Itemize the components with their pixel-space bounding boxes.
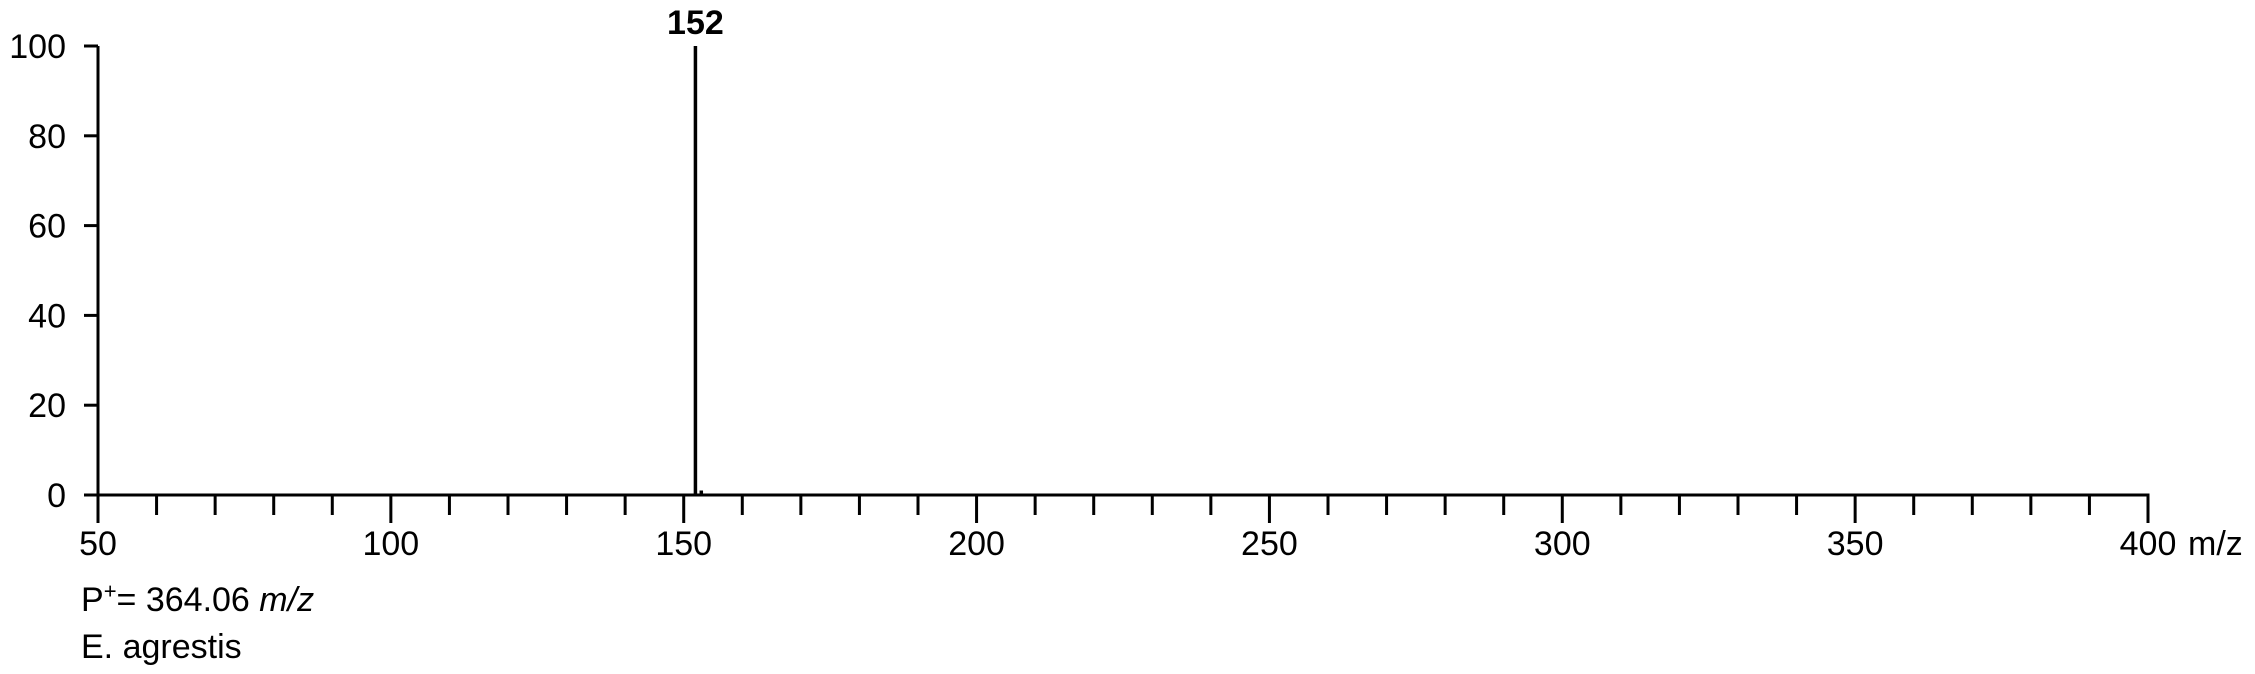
parent-ion-charge: + [103,578,117,604]
parent-ion-value: = 364.06 [116,581,260,619]
parent-ion-annotation: P+= 364.06 m/z [81,580,314,620]
y-tick-label-60: 60 [28,208,66,246]
x-axis: 50 100 150 200 250 300 350 400 m/z [79,493,2243,563]
y-axis: 0 20 40 60 80 100 [9,28,100,515]
parent-ion-unit: m/z [259,581,315,619]
x-tick-label-400: 400 [2120,525,2177,563]
parent-ion-prefix: P [81,581,104,619]
species-label: E. agrestis [81,628,242,666]
y-tick-label-0: 0 [47,477,66,515]
y-tick-label-40: 40 [28,297,66,335]
x-tick-label-250: 250 [1241,525,1298,563]
x-tick-label-150: 150 [655,525,712,563]
x-unit-label: m/z [2188,525,2243,563]
y-tick-label-20: 20 [28,387,66,425]
x-tick-label-350: 350 [1827,525,1884,563]
y-tick-label-100: 100 [9,28,66,66]
x-tick-label-300: 300 [1534,525,1591,563]
y-tick-label-80: 80 [28,118,66,156]
peak-label-152: 152 [667,4,724,42]
x-tick-label-100: 100 [362,525,419,563]
peaks: 152 [667,4,724,495]
x-tick-label-50: 50 [79,525,117,563]
x-tick-label-200: 200 [948,525,1005,563]
